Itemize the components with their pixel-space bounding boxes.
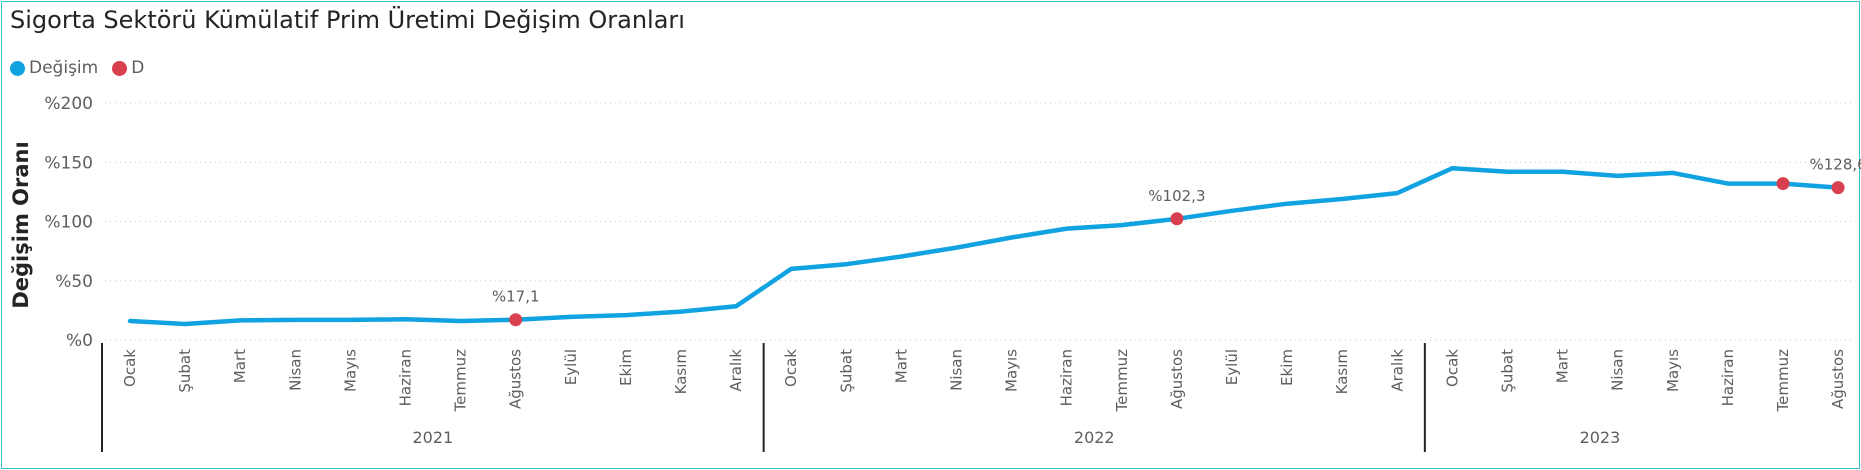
x-tick-label: Ocak: [782, 349, 800, 387]
x-tick-label: Temmuz: [1113, 349, 1131, 413]
x-tick-label: Kasım: [672, 349, 690, 394]
chart-title: Sigorta Sektörü Kümülatif Prim Üretimi D…: [10, 6, 685, 34]
y-tick-label: %150: [44, 153, 93, 173]
series-d: %17,1 %102,3 %128,6: [492, 156, 1861, 327]
x-axis: Ocak Şubat Mart Nisan Mayıs Haziran Temmuz Ağus…: [101, 343, 1847, 452]
y-tick-label: %200: [44, 94, 93, 114]
legend: Değişim D: [10, 58, 144, 78]
x-tick-label: Nisan: [286, 349, 304, 391]
x-tick-label: Aralık: [1388, 349, 1406, 392]
x-tick-label: Mayıs: [341, 349, 359, 392]
legend-marker-d: [112, 60, 128, 76]
x-tick-label: Mayıs: [1664, 349, 1682, 392]
y-axis: %0 %50 %100 %150 %200: [44, 94, 93, 351]
legend-label-d: D: [131, 58, 145, 78]
x-tick-label: Haziran: [1719, 349, 1737, 406]
x-tick-label: Ağustos: [507, 349, 525, 409]
x-tick-label: Temmuz: [1774, 349, 1792, 413]
year-label: 2021: [412, 428, 453, 447]
x-tick-label: Nisan: [1609, 349, 1627, 391]
x-tick-label: Şubat: [176, 349, 194, 393]
x-tick-label: Ağustos: [1829, 349, 1847, 409]
y-axis-title: Değişim Oranı: [9, 141, 33, 308]
data-label: %102,3: [1148, 187, 1205, 205]
year-label: 2022: [1074, 428, 1115, 447]
x-tick-label: Mayıs: [1003, 349, 1021, 392]
gridlines: [105, 102, 1855, 341]
x-tick-label: Temmuz: [452, 349, 470, 413]
data-point-d[interactable]: [1831, 181, 1845, 195]
x-tick-label: Aralık: [727, 349, 745, 392]
x-tick-label: Ağustos: [1168, 349, 1186, 409]
data-label: %17,1: [492, 288, 540, 306]
y-tick-label: %0: [66, 331, 93, 351]
x-tick-label: Kasım: [1333, 349, 1351, 394]
x-tick-label: Haziran: [1058, 349, 1076, 406]
legend-label-degisim: Değişim: [29, 58, 99, 78]
legend-marker-degisim: [10, 60, 25, 76]
x-tick-label: Eylül: [1223, 349, 1241, 385]
y-tick-label: %50: [55, 272, 93, 292]
series-line-degisim: [127, 165, 1841, 327]
data-point-d[interactable]: [509, 313, 523, 327]
x-tick-label: Mart: [1554, 349, 1572, 383]
x-tick-label: Şubat: [1499, 349, 1517, 393]
data-label: %128,6: [1809, 156, 1861, 174]
x-tick-label: Ocak: [121, 349, 139, 387]
legend-item-degisim[interactable]: Değişim: [10, 58, 98, 78]
data-point-d[interactable]: [1170, 212, 1184, 226]
legend-item-d[interactable]: D: [112, 58, 144, 78]
x-tick-label: Haziran: [397, 349, 415, 406]
y-tick-label: %100: [44, 213, 93, 233]
x-tick-label: Şubat: [837, 349, 855, 393]
data-point-d[interactable]: [1776, 177, 1790, 191]
x-tick-label: Mart: [892, 349, 910, 383]
x-tick-label: Eylül: [562, 349, 580, 385]
year-label: 2023: [1580, 428, 1621, 447]
x-tick-label: Mart: [231, 349, 249, 383]
x-tick-label: Ocak: [1443, 349, 1461, 387]
x-tick-label: Ekim: [1278, 349, 1296, 386]
x-tick-label: Ekim: [617, 349, 635, 386]
x-tick-label: Nisan: [948, 349, 966, 391]
series-degisim: [127, 165, 1841, 327]
